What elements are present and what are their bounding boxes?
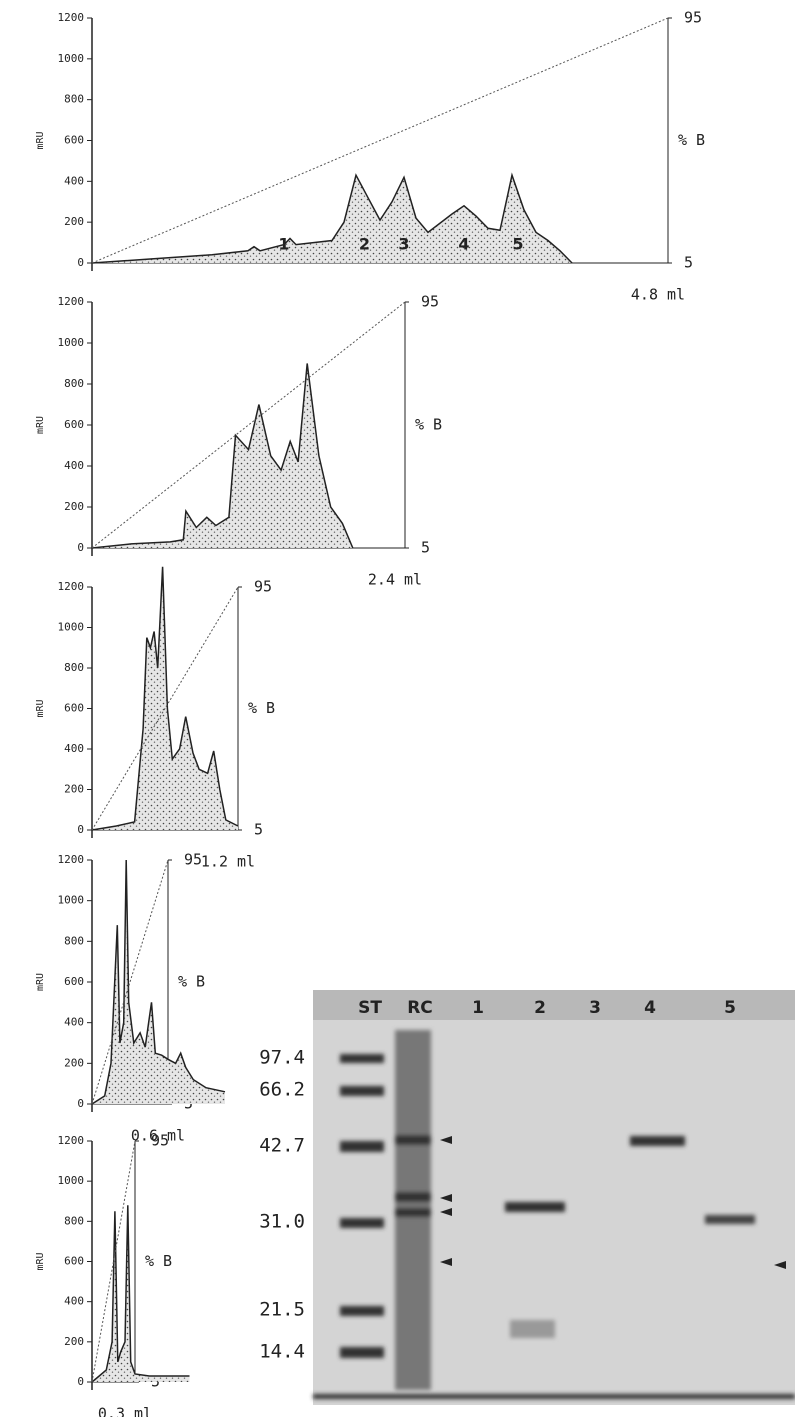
area-fill — [92, 175, 572, 263]
y-tick-label: 0 — [77, 256, 84, 269]
y-tick-label: 400 — [64, 742, 84, 755]
lane-label: 3 — [589, 998, 601, 1018]
lane-label: RC — [407, 998, 433, 1018]
peak-label: 2 — [359, 235, 370, 254]
trace-line — [91, 1205, 190, 1383]
y-tick-label: 1200 — [58, 853, 85, 866]
y-tick-label: 600 — [64, 702, 84, 715]
trace-line — [91, 566, 239, 831]
y-tick-label: 1000 — [58, 894, 85, 907]
gel: ST RC 1 2 3 4 5 97.4 66.2 42.7 31.0 21.5… — [259, 990, 795, 1405]
y-tick-label: 0 — [77, 1097, 84, 1110]
area-fill — [92, 1205, 190, 1382]
y-tick-label: 0 — [77, 823, 84, 836]
y-axis-label: mRU — [35, 973, 46, 991]
y2-tick-label: 95 — [184, 851, 202, 869]
y-tick-label: 200 — [64, 500, 84, 513]
x-tick-label: 1.2 ml — [201, 853, 255, 871]
y-tick-label: 800 — [64, 93, 84, 106]
y2-axis-label: % B — [678, 131, 705, 149]
gradient-line — [91, 1140, 136, 1383]
arrowheads — [440, 1136, 786, 1269]
lane-label: 2 — [534, 998, 546, 1018]
y-tick-label: 600 — [64, 134, 84, 147]
area-fill — [92, 566, 238, 830]
y-tick-label: 200 — [64, 783, 84, 796]
y2-tick-label: 95 — [421, 293, 439, 311]
peak-label: 3 — [398, 235, 409, 254]
marker-label: 42.7 — [259, 1135, 305, 1157]
gradient-line — [91, 586, 239, 831]
y-tick-label: 200 — [64, 215, 84, 228]
marker-label: 31.0 — [259, 1211, 305, 1233]
area-fill — [92, 860, 225, 1104]
y-tick-label: 1000 — [58, 52, 85, 65]
y-tick-label: 1200 — [58, 11, 85, 24]
lane-label: 1 — [472, 998, 484, 1018]
y2-tick-label: 5 — [684, 254, 693, 272]
y-tick-label: 1200 — [58, 1134, 85, 1147]
peak-label: 4 — [458, 235, 469, 254]
marker-label: 14.4 — [259, 1341, 305, 1363]
y-tick-label: 1000 — [58, 336, 85, 349]
marker-label: 21.5 — [259, 1299, 305, 1321]
y-tick-label: 800 — [64, 661, 84, 674]
y-axis-label: mRU — [35, 416, 46, 434]
y-tick-label: 1200 — [58, 580, 85, 593]
y2-tick-label: 95 — [254, 578, 272, 596]
y2-axis-label: % B — [415, 416, 442, 434]
y-tick-label: 0 — [77, 1375, 84, 1388]
gel-bands — [313, 1030, 795, 1399]
y2-tick-label: 95 — [684, 9, 702, 27]
trace-line — [91, 172, 573, 264]
y-axis-label: mRU — [35, 131, 46, 149]
marker-label: 97.4 — [259, 1047, 305, 1069]
x-tick-label: 2.4 ml — [368, 571, 422, 589]
y-tick-label: 0 — [77, 541, 84, 554]
gradient-line — [91, 859, 169, 1105]
lane-label: ST — [358, 998, 382, 1018]
y2-tick-label: 5 — [254, 821, 263, 839]
lane-label: 4 — [644, 998, 656, 1018]
y-tick-label: 600 — [64, 1255, 84, 1268]
y-tick-label: 400 — [64, 1016, 84, 1029]
x-tick-label: 4.8 ml — [631, 286, 685, 304]
gel-background — [313, 990, 795, 1405]
x-tick-label: 0.3 ml — [98, 1405, 152, 1417]
lane-label: 5 — [724, 998, 736, 1018]
y-tick-label: 400 — [64, 1295, 84, 1308]
y2-axis-label: % B — [248, 699, 275, 717]
x-tick-label: 0.6 ml — [131, 1127, 185, 1145]
y-tick-label: 200 — [64, 1335, 84, 1348]
gel-header — [313, 990, 795, 1020]
peak-label: 1 — [278, 235, 289, 254]
area-fill — [92, 363, 353, 548]
y-tick-label: 1200 — [58, 295, 85, 308]
y2-tick-label: 5 — [421, 539, 430, 557]
gradient-line — [91, 17, 669, 264]
y2-tick-label: 95 — [151, 1132, 169, 1150]
marker-label: 66.2 — [259, 1079, 305, 1101]
y2-axis-label: % B — [145, 1252, 172, 1270]
y-tick-label: 600 — [64, 418, 84, 431]
y-axis-label: mRU — [35, 699, 46, 717]
y-tick-label: 400 — [64, 459, 84, 472]
y-tick-label: 600 — [64, 975, 84, 988]
y-tick-label: 200 — [64, 1056, 84, 1069]
y-tick-label: 1000 — [58, 1174, 85, 1187]
y-tick-label: 1000 — [58, 621, 85, 634]
trace-line — [91, 859, 226, 1105]
y-axis-label: mRU — [35, 1252, 46, 1270]
y-tick-label: 800 — [64, 1214, 84, 1227]
trace-line — [91, 363, 354, 549]
y-tick-label: 400 — [64, 174, 84, 187]
peak-label: 5 — [512, 235, 523, 254]
y2-axis-label: % B — [178, 973, 205, 991]
y-tick-label: 800 — [64, 377, 84, 390]
y-tick-label: 800 — [64, 934, 84, 947]
